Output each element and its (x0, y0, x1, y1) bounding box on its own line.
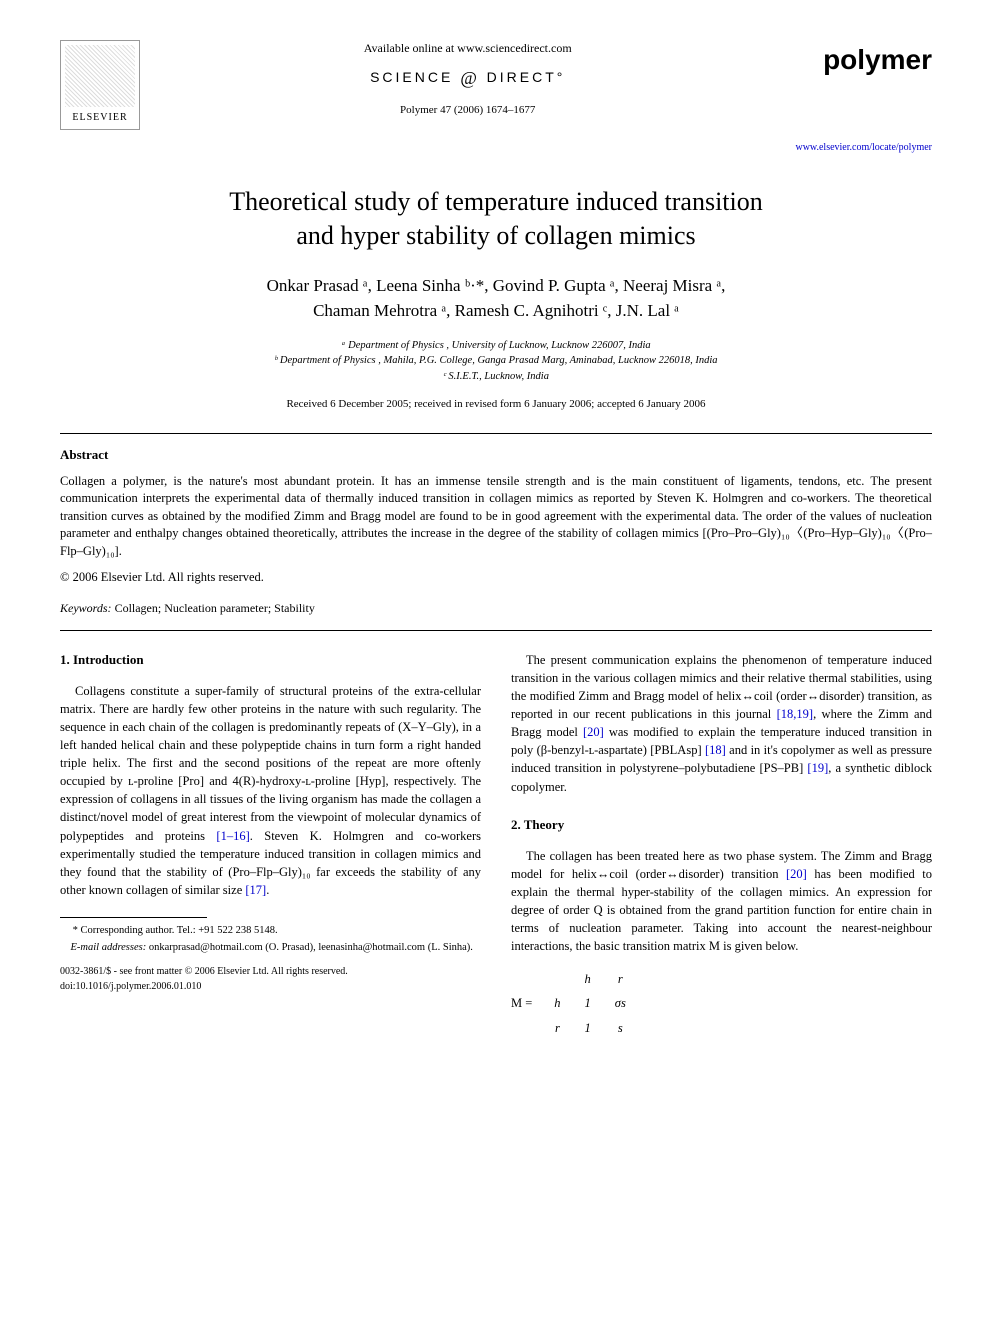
matrix-cell-0-1: σs (603, 991, 638, 1015)
left-column: 1. Introduction Collagens constitute a s… (60, 651, 481, 1040)
ref-link-20b[interactable]: [20] (786, 867, 807, 881)
science-direct-suffix: DIRECT (487, 69, 557, 85)
footnote-separator (60, 917, 207, 918)
publisher-logo-graphic (65, 45, 135, 107)
matrix-lhs: M = (511, 994, 532, 1012)
keywords-text: Collagen; Nucleation parameter; Stabilit… (112, 601, 315, 615)
page-header: ELSEVIER Available online at www.science… (60, 40, 932, 155)
matrix-table: h r h 1 σs r 1 s (542, 967, 638, 1039)
section-2-heading: 2. Theory (511, 816, 932, 835)
matrix-row-r: r (542, 1016, 572, 1040)
ref-link-18[interactable]: [18] (705, 743, 726, 757)
intro-paragraph-2: The present communication explains the p… (511, 651, 932, 796)
theory-paragraph-1: The collagen has been treated here as tw… (511, 847, 932, 956)
publisher-logo: ELSEVIER (60, 40, 140, 130)
publisher-name: ELSEVIER (72, 111, 127, 126)
matrix-cell-1-0: 1 (573, 1016, 603, 1040)
title-line-1: Theoretical study of temperature induced… (229, 187, 763, 216)
email-addresses: E-mail addresses: onkarprasad@hotmail.co… (60, 941, 481, 956)
journal-citation: Polymer 47 (2006) 1674–1677 (160, 103, 775, 119)
ref-link-20a[interactable]: [20] (583, 725, 604, 739)
affiliation-c: ᶜ S.I.E.T., Lucknow, India (60, 369, 932, 385)
header-center: Available online at www.sciencedirect.co… (140, 40, 795, 119)
abstract-heading: Abstract (60, 446, 932, 465)
footer-meta: 0032-3861/$ - see front matter © 2006 El… (60, 965, 481, 994)
affiliations-block: ᵃ Department of Physics , University of … (60, 338, 932, 385)
matrix-col-r: r (603, 967, 638, 991)
authors-block: Onkar Prasad ᵃ, Leena Sinha ᵇ·*, Govind … (60, 273, 932, 324)
email-list: onkarprasad@hotmail.com (O. Prasad), lee… (146, 942, 473, 953)
keywords-block: Keywords: Collagen; Nucleation parameter… (60, 600, 932, 617)
science-direct-logo: SCIENCE @ DIRECT° (160, 65, 775, 91)
ref-link-18-19[interactable]: [18,19] (777, 707, 813, 721)
keywords-label: Keywords: (60, 601, 112, 615)
divider-bottom (60, 630, 932, 631)
doi-line: doi:10.1016/j.polymer.2006.01.010 (60, 980, 481, 995)
ref-link-19[interactable]: [19] (807, 761, 828, 775)
footnotes-block: * Corresponding author. Tel.: +91 522 23… (60, 924, 481, 955)
matrix-cell-0-0: 1 (573, 991, 603, 1015)
right-column: The present communication explains the p… (511, 651, 932, 1040)
affiliation-a: ᵃ Department of Physics , University of … (60, 338, 932, 354)
journal-name: polymer (795, 40, 932, 81)
title-line-2: and hyper stability of collagen mimics (296, 221, 695, 250)
matrix-row-h: h (542, 991, 572, 1015)
ref-link-1-16[interactable]: [1–16] (216, 829, 249, 843)
section-1-heading: 1. Introduction (60, 651, 481, 670)
corresponding-author-note: * Corresponding author. Tel.: +91 522 23… (60, 924, 481, 939)
divider-top (60, 433, 932, 434)
abstract-copyright: © 2006 Elsevier Ltd. All rights reserved… (60, 568, 932, 586)
authors-line-1: Onkar Prasad ᵃ, Leena Sinha ᵇ·*, Govind … (267, 276, 726, 295)
available-online-text: Available online at www.sciencedirect.co… (160, 40, 775, 57)
body-columns: 1. Introduction Collagens constitute a s… (60, 651, 932, 1040)
issn-line: 0032-3861/$ - see front matter © 2006 El… (60, 965, 481, 980)
affiliation-b: ᵇ Department of Physics , Mahila, P.G. C… (60, 353, 932, 369)
article-dates: Received 6 December 2005; received in re… (60, 397, 932, 413)
intro-paragraph-1: Collagens constitute a super-family of s… (60, 682, 481, 900)
journal-logo-block: polymer www.elsevier.com/locate/polymer (795, 40, 932, 155)
email-label: E-mail addresses: (71, 942, 147, 953)
article-title: Theoretical study of temperature induced… (60, 185, 932, 253)
matrix-col-h: h (573, 967, 603, 991)
transition-matrix: M = h r h 1 σs r 1 s (511, 967, 932, 1039)
ref-link-17[interactable]: [17] (245, 883, 266, 897)
science-direct-prefix: SCIENCE (370, 69, 453, 85)
abstract-text: Collagen a polymer, is the nature's most… (60, 473, 932, 561)
authors-line-2: Chaman Mehrotra ᵃ, Ramesh C. Agnihotri ᶜ… (313, 301, 679, 320)
science-direct-at-icon: @ (460, 68, 480, 88)
matrix-cell-1-1: s (603, 1016, 638, 1040)
journal-url[interactable]: www.elsevier.com/locate/polymer (795, 141, 932, 156)
